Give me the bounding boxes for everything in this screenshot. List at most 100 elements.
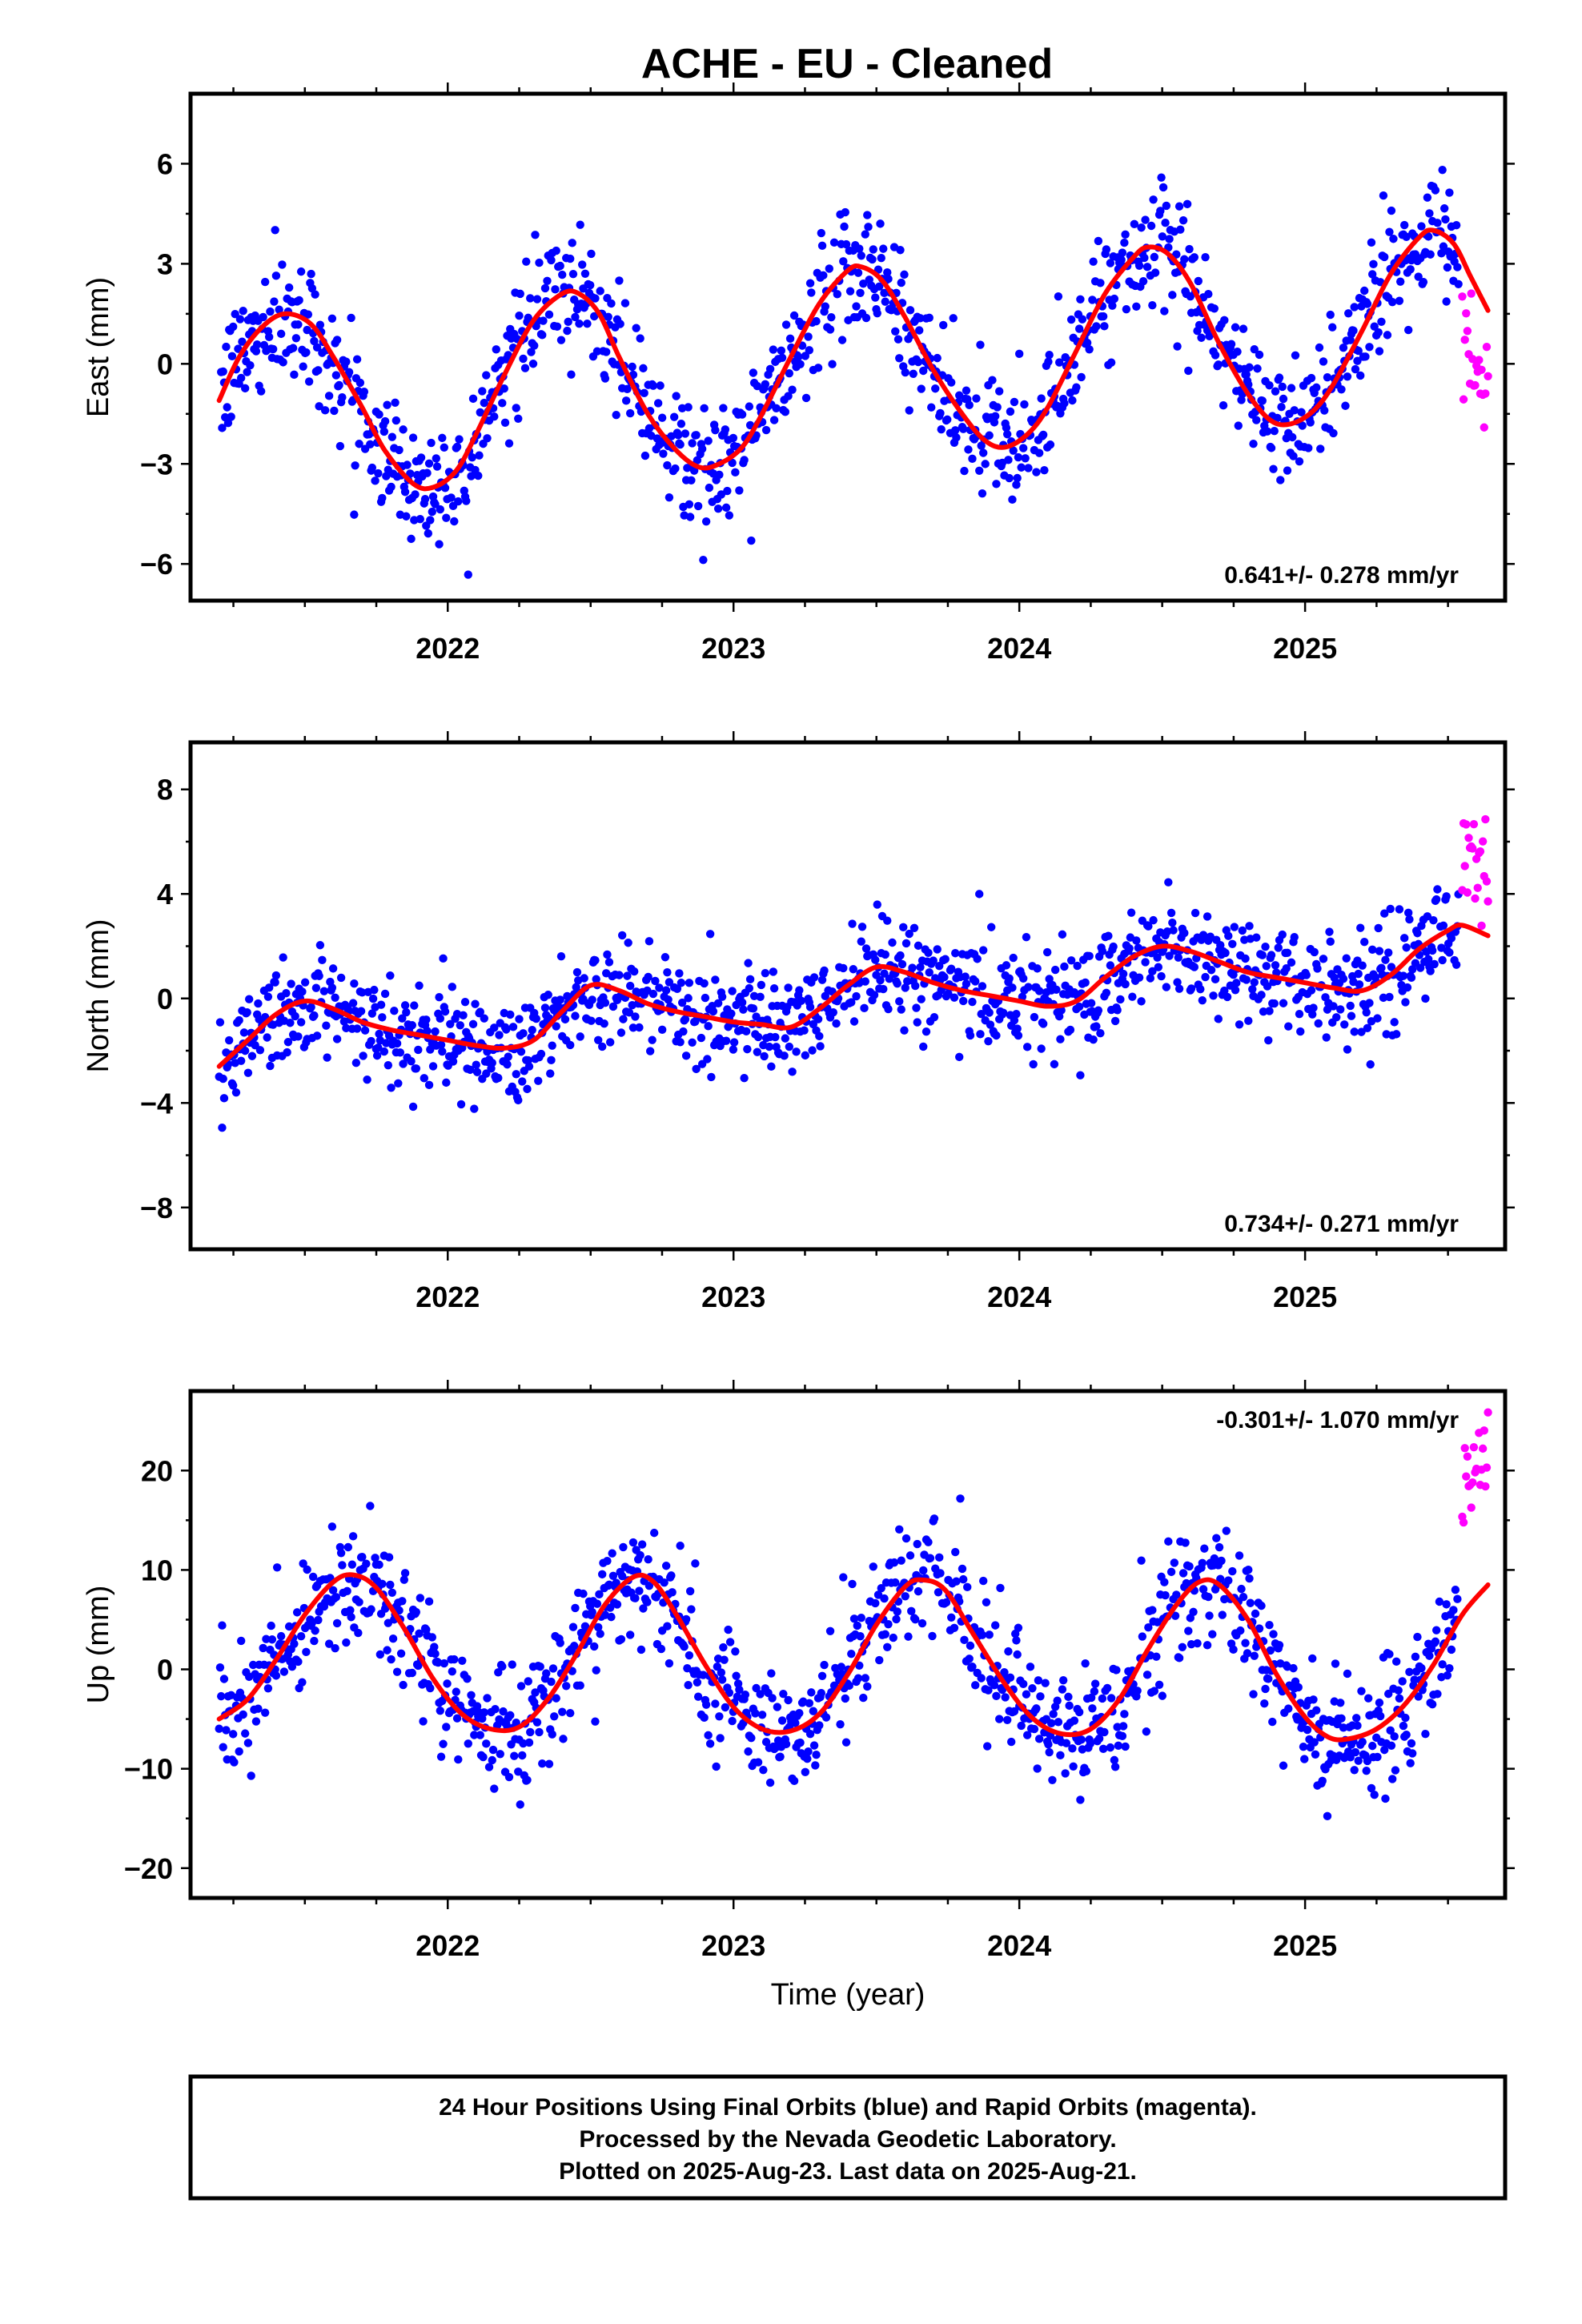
final-orbit-point	[1279, 999, 1288, 1007]
final-orbit-point	[968, 1663, 977, 1671]
final-orbit-point	[514, 414, 523, 423]
final-orbit-point	[711, 425, 720, 435]
final-orbit-point	[1094, 1006, 1103, 1015]
final-orbit-point	[440, 1659, 448, 1668]
final-orbit-point	[1403, 908, 1413, 918]
final-orbit-point	[467, 472, 476, 480]
final-orbit-point	[998, 1008, 1008, 1017]
final-orbit-point	[347, 1613, 355, 1622]
north-rate-label: 0.734+/- 0.271 mm/yr	[1224, 1211, 1459, 1237]
final-orbit-point	[528, 360, 538, 368]
final-orbit-point	[940, 972, 949, 982]
final-orbit-point	[462, 497, 471, 505]
final-orbit-point	[1074, 324, 1084, 333]
final-orbit-point	[781, 1034, 790, 1043]
final-orbit-point	[1081, 1659, 1090, 1668]
final-orbit-point	[1228, 939, 1237, 948]
final-orbit-point	[1265, 1007, 1274, 1015]
final-orbit-point	[1386, 904, 1395, 914]
final-orbit-point	[295, 296, 303, 305]
final-orbit-point	[347, 313, 355, 323]
final-orbit-point	[343, 1586, 351, 1596]
final-orbit-point	[500, 418, 510, 427]
final-orbit-point	[1271, 387, 1280, 396]
final-orbit-point	[930, 1514, 939, 1523]
final-orbit-point	[871, 293, 880, 302]
final-orbit-point	[644, 937, 654, 946]
final-orbit-point	[431, 1649, 440, 1659]
final-orbit-point	[880, 969, 889, 978]
final-orbit-point	[1118, 1722, 1128, 1731]
final-orbit-point	[1148, 301, 1157, 310]
final-orbit-point	[367, 1605, 375, 1614]
final-orbit-point	[659, 449, 668, 458]
final-orbit-point	[968, 997, 977, 1007]
final-orbit-point	[335, 380, 343, 390]
final-orbit-point	[1092, 1022, 1101, 1031]
final-orbit-point	[1157, 971, 1166, 981]
final-orbit-point	[1106, 1694, 1116, 1703]
final-orbit-point	[1426, 967, 1435, 975]
final-orbit-point	[414, 1045, 423, 1055]
final-orbit-point	[1227, 340, 1236, 348]
final-orbit-point	[307, 1003, 315, 1011]
final-orbit-point	[1352, 1714, 1361, 1723]
final-orbit-point	[514, 1096, 523, 1105]
final-orbit-point	[576, 1032, 584, 1041]
final-orbit-point	[591, 955, 600, 965]
final-orbit-point	[1414, 272, 1423, 281]
final-orbit-point	[1426, 250, 1435, 259]
final-orbit-point	[238, 337, 247, 346]
final-orbit-point	[1260, 1699, 1269, 1708]
final-orbit-point	[744, 959, 753, 967]
final-orbit-point	[463, 1675, 472, 1683]
final-orbit-point	[853, 1621, 861, 1630]
final-orbit-point	[1357, 1027, 1366, 1036]
rapid-orbit-point	[1482, 342, 1492, 352]
rapid-orbit-point	[1464, 834, 1473, 842]
final-orbit-point	[442, 1723, 451, 1731]
final-orbit-point	[900, 1026, 909, 1035]
final-orbit-point	[347, 1560, 357, 1569]
final-orbit-point	[1366, 1059, 1375, 1069]
final-orbit-point	[1375, 1699, 1384, 1707]
final-orbit-point	[879, 984, 888, 994]
final-orbit-point	[1100, 1727, 1109, 1737]
final-orbit-point	[1032, 1704, 1041, 1713]
final-orbit-point	[1399, 1721, 1408, 1731]
final-orbit-point	[712, 1762, 721, 1771]
final-orbit-point	[901, 1592, 909, 1601]
final-orbit-point	[587, 1016, 596, 1025]
final-orbit-point	[1336, 1699, 1345, 1707]
final-orbit-point	[693, 456, 702, 465]
final-orbit-point	[387, 1588, 397, 1598]
final-orbit-point	[1255, 350, 1264, 360]
final-orbit-point	[1112, 1666, 1121, 1675]
final-orbit-point	[1002, 1715, 1012, 1724]
final-orbit-point	[841, 1738, 851, 1747]
final-orbit-point	[380, 416, 390, 426]
final-orbit-point	[896, 951, 905, 960]
final-orbit-point	[1046, 440, 1055, 449]
final-orbit-point	[676, 1542, 685, 1550]
final-orbit-point	[648, 1035, 656, 1044]
final-orbit-point	[400, 1575, 409, 1584]
final-orbit-point	[897, 959, 907, 969]
final-orbit-point	[700, 404, 709, 413]
final-orbit-point	[591, 294, 600, 303]
final-orbit-point	[458, 1656, 467, 1665]
final-orbit-point	[693, 501, 703, 511]
final-orbit-point	[833, 290, 841, 299]
final-orbit-point	[917, 384, 926, 393]
final-orbit-point	[869, 245, 877, 254]
final-orbit-point	[959, 996, 968, 1006]
rapid-orbit-point	[1460, 1444, 1469, 1453]
final-orbit-point	[837, 336, 847, 344]
final-orbit-point	[260, 277, 270, 287]
final-orbit-point	[1153, 953, 1162, 962]
final-orbit-point	[567, 370, 576, 379]
final-orbit-point	[516, 1047, 526, 1056]
final-orbit-point	[315, 941, 325, 950]
final-orbit-point	[657, 1025, 667, 1035]
final-orbit-point	[348, 999, 358, 1007]
